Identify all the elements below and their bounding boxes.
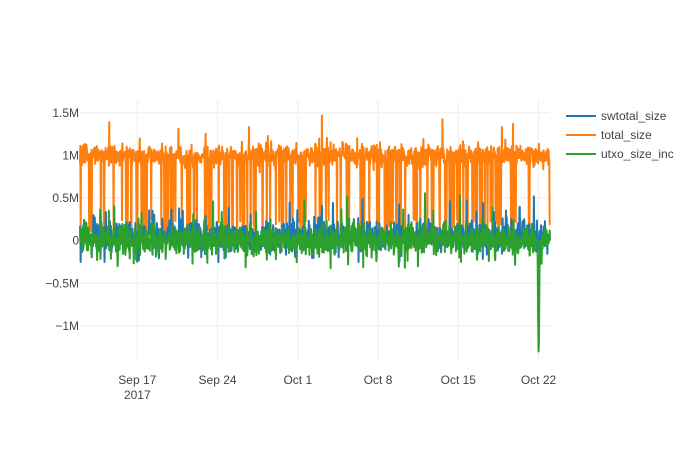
legend-item-swtotal-size[interactable]: swtotal_size: [566, 109, 667, 123]
x-tick-label: Oct 15: [441, 373, 477, 387]
x-tick-sublabel: 2017: [124, 388, 151, 402]
y-axis: 1.5M 1M 0.5M 0 −0.5M −1M: [45, 106, 79, 333]
x-tick-label: Sep 24: [199, 373, 237, 387]
legend-label: total_size: [601, 128, 652, 142]
x-tick-label: Sep 17: [118, 373, 156, 387]
legend[interactable]: swtotal_size total_size utxo_size_inc: [566, 109, 674, 161]
legend-label: utxo_size_inc: [601, 147, 674, 161]
series-line-total-size: [79, 114, 551, 242]
legend-label: swtotal_size: [601, 109, 667, 123]
legend-item-utxo-size-inc[interactable]: utxo_size_inc: [566, 147, 674, 161]
series-line-utxo-size-inc: [79, 192, 551, 353]
y-tick-label: 1M: [62, 148, 79, 162]
series-layer: [79, 114, 551, 353]
x-tick-label: Oct 22: [521, 373, 557, 387]
y-tick-label: 0.5M: [52, 191, 79, 205]
y-tick-label: 1.5M: [52, 106, 79, 120]
x-tick-label: Oct 1: [283, 373, 312, 387]
legend-item-total-size[interactable]: total_size: [566, 128, 652, 142]
x-tick-label: Oct 8: [364, 373, 393, 387]
y-tick-label: −1M: [55, 319, 79, 333]
y-tick-label: 0: [72, 234, 79, 248]
y-tick-label: −0.5M: [45, 276, 79, 290]
